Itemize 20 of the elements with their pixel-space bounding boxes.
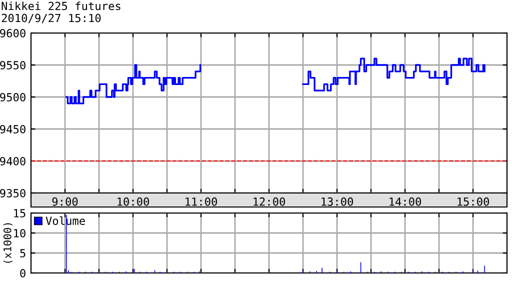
- chart-title: Nikkei 225 futures: [2, 2, 120, 10]
- x-tick-label: 10:00: [118, 197, 150, 206]
- y-tick-label: 9550: [0, 61, 26, 70]
- x-tick-label: 12:00: [254, 197, 286, 206]
- y-tick-label: 0: [20, 269, 26, 278]
- y-tick-label: 9400: [0, 157, 26, 166]
- y-tick-label: 9350: [0, 189, 26, 198]
- x-tick-label: 15:00: [458, 197, 490, 206]
- y-tick-label: 9450: [0, 125, 26, 134]
- x-tick-label: 13:00: [322, 197, 354, 206]
- chart-subtitle: 2010/9/27 15:10: [2, 14, 101, 24]
- x-tick-label: 14:00: [390, 197, 422, 206]
- y-tick-label: 5: [20, 249, 26, 258]
- y-tick-label: 10: [14, 229, 26, 238]
- y-tick-label: 9500: [0, 93, 26, 102]
- x-tick-label: 9:00: [52, 197, 78, 206]
- x-tick-label: 11:00: [186, 197, 218, 206]
- y-tick-label: 15: [14, 209, 26, 218]
- y-tick-label: 9600: [0, 29, 26, 38]
- y-axis-title: (x1000): [3, 223, 13, 263]
